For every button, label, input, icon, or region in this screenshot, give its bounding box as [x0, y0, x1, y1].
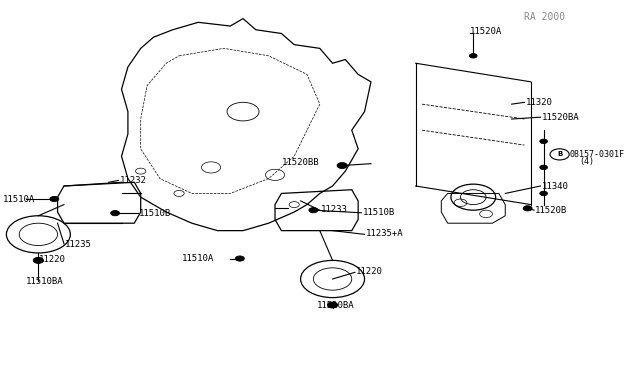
Text: 11235: 11235: [65, 240, 92, 249]
Circle shape: [540, 165, 547, 170]
Circle shape: [523, 206, 532, 211]
Circle shape: [236, 256, 244, 261]
Text: 11510B: 11510B: [363, 208, 395, 217]
Circle shape: [328, 302, 338, 308]
Circle shape: [50, 196, 59, 202]
Circle shape: [34, 258, 43, 263]
Text: 11340: 11340: [541, 182, 568, 190]
Circle shape: [540, 191, 547, 196]
Text: B: B: [557, 151, 563, 157]
Text: 11510B: 11510B: [139, 209, 171, 218]
Text: 11510BA: 11510BA: [317, 301, 354, 310]
Text: 11520A: 11520A: [470, 27, 502, 36]
Circle shape: [337, 163, 348, 169]
Text: 11233: 11233: [321, 205, 348, 214]
Text: 11220: 11220: [38, 255, 65, 264]
Text: 11220: 11220: [356, 267, 383, 276]
Circle shape: [111, 211, 120, 216]
Text: 08157-0301F: 08157-0301F: [569, 150, 624, 159]
Text: 11520BA: 11520BA: [541, 113, 579, 122]
Circle shape: [540, 139, 547, 144]
Text: (4): (4): [579, 157, 594, 166]
Text: 11510A: 11510A: [3, 195, 35, 203]
Text: 11510A: 11510A: [182, 254, 214, 263]
Text: 11520BB: 11520BB: [282, 158, 319, 167]
Text: 11232: 11232: [120, 176, 147, 185]
Circle shape: [469, 54, 477, 58]
Text: 11235+A: 11235+A: [366, 229, 403, 238]
Circle shape: [328, 302, 337, 308]
Circle shape: [33, 257, 44, 263]
Text: 11510BA: 11510BA: [26, 278, 63, 286]
Text: 11320: 11320: [525, 98, 552, 107]
Text: 11520B: 11520B: [535, 206, 568, 215]
Text: RA 2000: RA 2000: [524, 12, 566, 22]
Circle shape: [309, 208, 318, 213]
